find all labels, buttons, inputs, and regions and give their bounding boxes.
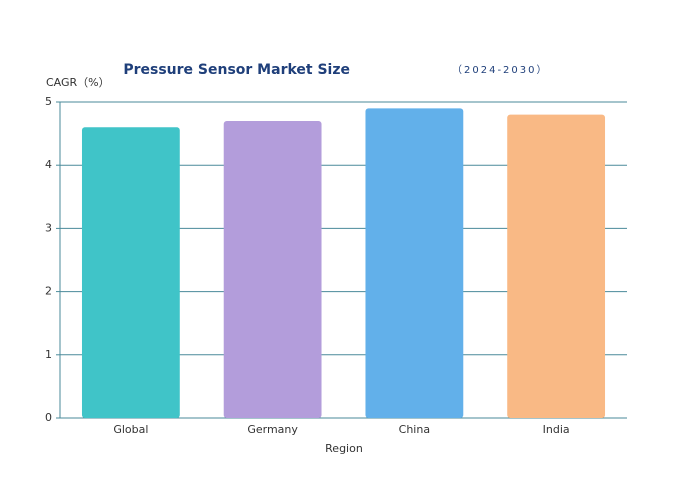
x-tick-label: Global xyxy=(113,423,148,436)
y-tick-label: 1 xyxy=(45,348,52,361)
bar xyxy=(365,108,464,418)
chart-subtitle: （2024-2030） xyxy=(452,64,549,76)
y-axis-label: CAGR（%） xyxy=(46,76,110,89)
bar xyxy=(81,127,180,418)
y-tick-label: 0 xyxy=(45,411,52,424)
chart-title: Pressure Sensor Market Size xyxy=(123,62,350,78)
x-tick-label: China xyxy=(399,423,430,436)
y-tick-label: 3 xyxy=(45,221,52,234)
bar xyxy=(223,120,322,419)
x-axis-label: Region xyxy=(325,442,363,455)
y-tick-label: 2 xyxy=(45,285,52,298)
x-tick-label: Germany xyxy=(247,423,298,436)
x-tick-label: India xyxy=(543,423,570,436)
y-tick-label: 5 xyxy=(45,95,52,108)
bar xyxy=(507,114,606,418)
y-tick-label: 4 xyxy=(45,158,52,171)
